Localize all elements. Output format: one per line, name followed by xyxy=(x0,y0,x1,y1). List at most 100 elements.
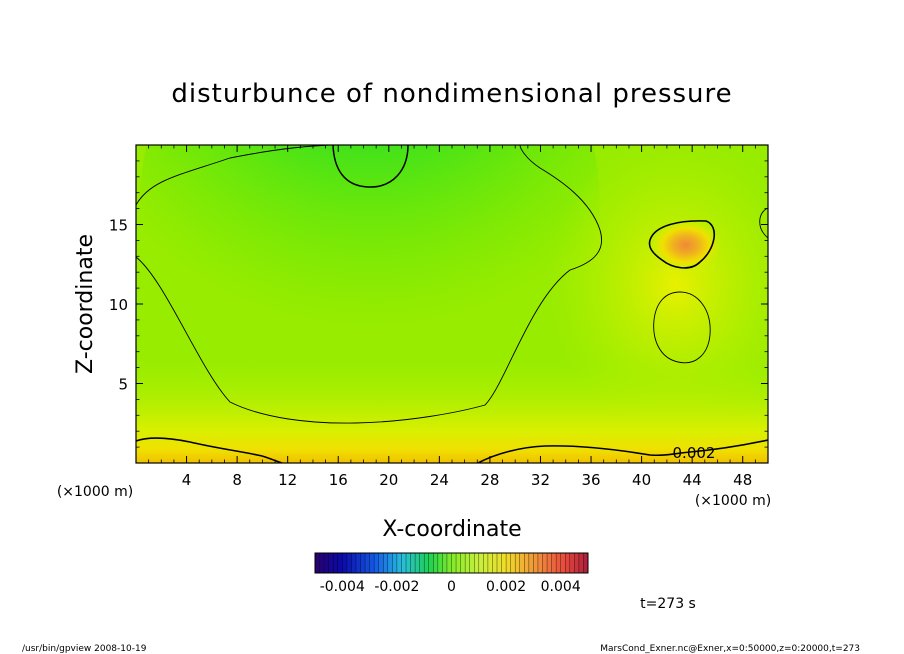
x-tick-label: 20 xyxy=(379,471,398,489)
colorbar-band xyxy=(533,553,539,573)
colorbar-tick-label: 0 xyxy=(447,579,456,595)
colorbar-band xyxy=(583,553,589,573)
colorbar-band xyxy=(456,553,461,573)
colorbar-frame xyxy=(314,552,589,574)
x-tick-label: 24 xyxy=(430,471,449,489)
colorbar-band xyxy=(469,553,475,573)
colorbar-band xyxy=(387,553,393,573)
colorbar-band xyxy=(342,553,348,573)
colorbar-band xyxy=(419,553,425,573)
colorbar xyxy=(314,552,589,574)
colorbar-band xyxy=(378,553,384,573)
y-tick-label: 10 xyxy=(109,296,128,314)
contour-lines xyxy=(136,145,768,463)
colorbar-band xyxy=(474,553,480,573)
colorbar-band xyxy=(374,553,379,573)
colorbar-band xyxy=(487,553,493,573)
colorbar-tick-label: -0.002 xyxy=(374,579,419,595)
colorbar-tick-label: 0.002 xyxy=(486,579,526,595)
colorbar-band xyxy=(424,553,430,573)
colorbar-band xyxy=(324,553,329,573)
contour-line xyxy=(332,145,409,188)
y-tick-label: 15 xyxy=(109,217,128,235)
x-tick-label: 12 xyxy=(278,471,297,489)
colorbar-band xyxy=(369,553,375,573)
colorbar-band xyxy=(542,553,548,573)
field-high-core xyxy=(649,219,722,272)
colorbar-band xyxy=(351,553,357,573)
colorbar-band xyxy=(528,553,534,573)
y-axis-title: Z-coordinate xyxy=(73,234,98,374)
colorbar-band xyxy=(337,553,343,573)
contour-line xyxy=(136,145,331,206)
plot-area xyxy=(136,145,768,463)
colorbar-band xyxy=(547,553,552,573)
x-tick-label: 8 xyxy=(232,471,242,489)
colorbar-band xyxy=(497,553,502,573)
colorbar-band xyxy=(451,553,457,573)
colorbar-band xyxy=(415,553,420,573)
colorbar-band xyxy=(406,553,411,573)
colorbar-band xyxy=(365,553,370,573)
footer-right: MarsCond_Exner.nc@Exner,x=0:50000,z=0:20… xyxy=(600,644,860,654)
x-tick-label: 40 xyxy=(632,471,651,489)
colorbar-band xyxy=(551,553,557,573)
colorbar-band xyxy=(565,553,571,573)
colorbar-band xyxy=(501,553,507,573)
colorbar-band xyxy=(315,553,320,573)
x-tick-label: 4 xyxy=(182,471,192,489)
x-axis-title: X-coordinate xyxy=(382,517,521,542)
time-label: t=273 s xyxy=(640,596,696,612)
colorbar-band xyxy=(519,553,525,573)
x-tick-label: 48 xyxy=(733,471,752,489)
colorbar-band xyxy=(328,553,334,573)
field-bottom-layer xyxy=(136,353,768,463)
colorbar-band xyxy=(333,553,339,573)
colorbar-band xyxy=(560,553,566,573)
colorbar-band xyxy=(483,553,489,573)
colorbar-band xyxy=(433,553,439,573)
footer-left: /usr/bin/gpview 2008-10-19 xyxy=(22,644,147,654)
colorbar-tick-label: -0.004 xyxy=(320,579,365,595)
colorbar-band xyxy=(346,553,352,573)
colorbar-band xyxy=(537,553,543,573)
colorbar-band xyxy=(401,553,407,573)
colorbar-band xyxy=(524,553,530,573)
contour-line xyxy=(653,291,711,364)
colorbar-band xyxy=(410,553,416,573)
x-tick-label: 32 xyxy=(531,471,550,489)
colorbar-band xyxy=(574,553,580,573)
colorbar-band xyxy=(506,553,511,573)
colorbar-ticks: -0.004 -0.002 0 0.002 0.004 xyxy=(320,579,581,595)
colorbar-band xyxy=(578,553,584,573)
y-axis: 5 10 15 xyxy=(109,160,768,448)
colorbar-band xyxy=(515,553,521,573)
contour-line xyxy=(759,207,768,239)
colorbar-band xyxy=(446,553,452,573)
y-tick-label: 5 xyxy=(118,376,128,394)
colorbar-band xyxy=(437,553,443,573)
x-unit-label-right: (×1000 m) xyxy=(695,493,771,509)
colorbar-band xyxy=(396,553,402,573)
x-tick-label: 44 xyxy=(683,471,702,489)
colorbar-band xyxy=(460,553,466,573)
contour-value-label: 0.002 xyxy=(673,444,716,462)
colorbar-band xyxy=(442,553,448,573)
colorbar-tick-label: 0.004 xyxy=(541,579,581,595)
contour-line xyxy=(477,439,768,463)
colorbar-band xyxy=(319,553,325,573)
x-unit-label-left: (×1000 m) xyxy=(57,484,133,500)
x-tick-label: 36 xyxy=(581,471,600,489)
x-axis: 4 8 12 16 20 24 28 32 36 40 44 48 xyxy=(148,145,756,489)
colorbar-band xyxy=(569,553,575,573)
contour-line xyxy=(648,220,716,269)
colorbar-band xyxy=(383,553,389,573)
contour-line xyxy=(136,145,602,424)
colorbar-band xyxy=(465,553,470,573)
colorbar-band xyxy=(355,553,361,573)
colorbar-band xyxy=(360,553,366,573)
colorbar-band xyxy=(510,553,516,573)
x-tick-label: 28 xyxy=(480,471,499,489)
colorbar-band xyxy=(392,553,398,573)
